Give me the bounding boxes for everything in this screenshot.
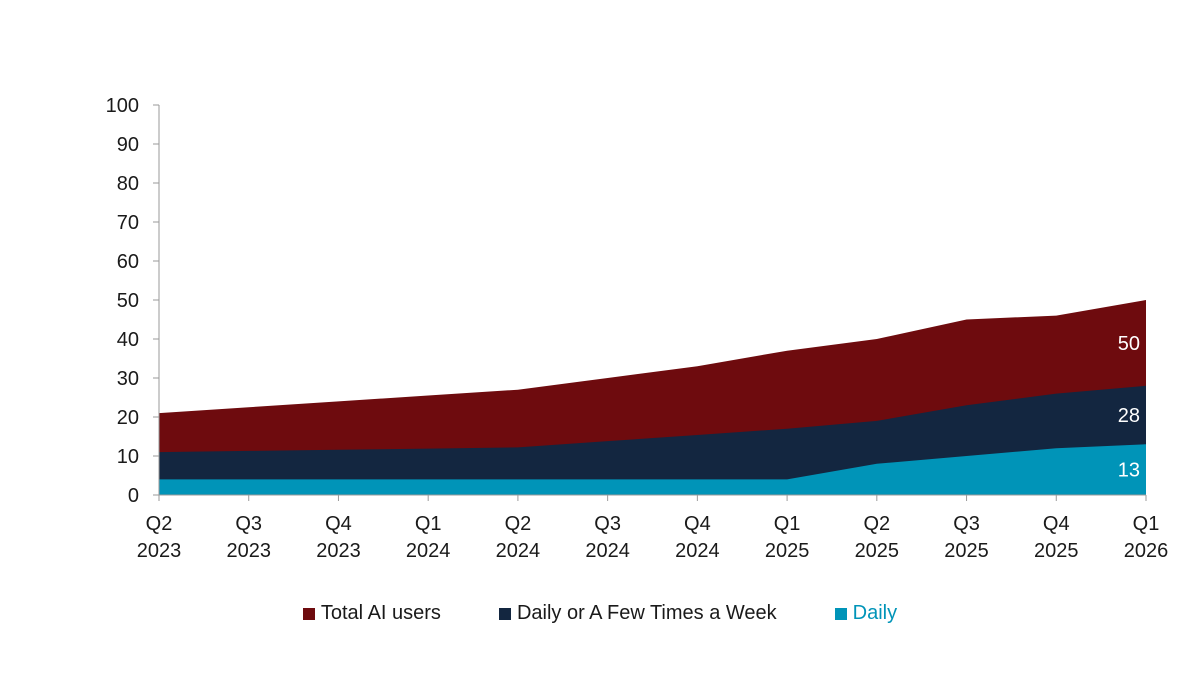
series-areas xyxy=(159,300,1146,495)
y-tick-label: 0 xyxy=(128,485,139,507)
y-tick-label: 80 xyxy=(117,173,139,195)
x-tick-label: Q1 2024 xyxy=(406,513,451,562)
x-tick-label: Q2 2024 xyxy=(496,513,541,562)
x-tick-label: Q3 2023 xyxy=(226,513,271,562)
data-label-series-2: 13 xyxy=(1118,460,1140,482)
legend-item-weekly: Daily or A Few Times a Week xyxy=(498,602,777,625)
legend-swatch-total xyxy=(302,607,315,620)
y-tick-label: 30 xyxy=(117,368,139,390)
data-label-series-1: 28 xyxy=(1118,405,1140,427)
legend: Total AI users Daily or A Few Times a We… xyxy=(0,602,1200,625)
data-label-series-0: 50 xyxy=(1118,333,1140,355)
y-tick-label: 20 xyxy=(117,407,139,429)
x-tick-label: Q3 2025 xyxy=(944,513,989,562)
x-axis-ticks: Q2 2023 Q3 2023 Q4 2023 Q1 2024 Q2 2024 Q3 2024 Q4 20… xyxy=(137,495,1169,562)
x-tick-label: Q1 2026 xyxy=(1124,513,1169,562)
data-labels: 50 28 13 xyxy=(1118,333,1140,482)
y-tick-label: 100 xyxy=(106,95,139,117)
y-tick-label: 60 xyxy=(117,251,139,273)
y-axis-ticks: 0 10 20 30 40 50 60 70 80 90 100 xyxy=(106,95,159,507)
x-tick-label: Q4 2023 xyxy=(316,513,361,562)
x-tick-label: Q4 2025 xyxy=(1034,513,1079,562)
x-tick-label: Q1 2025 xyxy=(765,513,810,562)
legend-label-total: Total AI users xyxy=(320,602,441,624)
legend-swatch-weekly xyxy=(498,607,511,620)
x-tick-label: Q2 2023 xyxy=(137,513,182,562)
legend-label-weekly: Daily or A Few Times a Week xyxy=(516,602,777,624)
legend-label-daily: Daily xyxy=(852,602,898,624)
legend-item-daily: Daily xyxy=(834,602,898,625)
y-tick-label: 70 xyxy=(117,212,139,234)
legend-swatch-daily xyxy=(834,607,847,620)
x-tick-label: Q3 2024 xyxy=(585,513,630,562)
y-tick-label: 10 xyxy=(117,446,139,468)
y-tick-label: 40 xyxy=(117,329,139,351)
area-series-2 xyxy=(159,444,1146,495)
y-tick-label: 50 xyxy=(117,290,139,312)
x-tick-label: Q2 2025 xyxy=(855,513,900,562)
y-tick-label: 90 xyxy=(117,134,139,156)
x-tick-label: Q4 2024 xyxy=(675,513,720,562)
legend-item-total: Total AI users xyxy=(302,602,441,625)
